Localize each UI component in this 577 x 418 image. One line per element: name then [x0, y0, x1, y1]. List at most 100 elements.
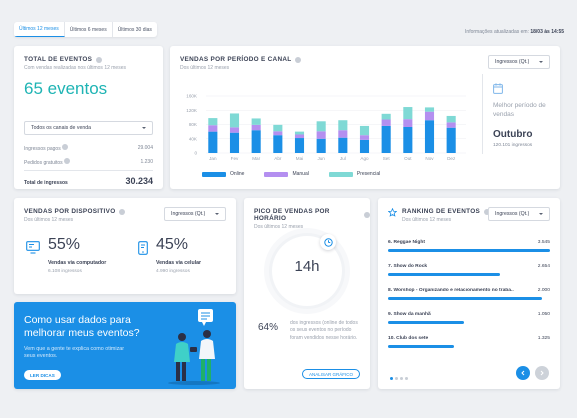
ranking-item[interactable]: 9. Show da manhã 1.050: [388, 312, 550, 324]
computer-icon: [26, 241, 40, 254]
sales-bar-chart: 0 40K 80K 120K 160K Jan Fev Mar Abr Mai Jun Jul Ago S…: [186, 94, 466, 161]
chart-bar-segment: [403, 119, 413, 127]
chart-bar-segment: [446, 115, 456, 123]
ranking-item-label: 10. Club dos sete: [388, 336, 429, 341]
chart-bar-segment: [338, 130, 348, 138]
peak-hour-value: 14h: [294, 258, 320, 275]
ranking-item[interactable]: 10. Club dos sete 1.325: [388, 336, 550, 348]
info-icon[interactable]: [484, 208, 491, 215]
x-tick-label: Fev: [231, 156, 239, 161]
chart-bar-segment: [273, 135, 283, 153]
y-tick-label: 80K: [189, 122, 198, 127]
ranking-item[interactable]: 6. Reggae Night 3.545: [388, 240, 550, 252]
analyze-chart-button[interactable]: ANALISAR GRÁFICO: [302, 369, 361, 379]
pagination-dots: [390, 377, 408, 380]
tab-12-months[interactable]: Últimos 12 meses: [14, 22, 65, 37]
ranking-item[interactable]: 7. Show do Rock 2.654: [388, 264, 550, 276]
chart-bar-segment: [424, 120, 435, 153]
read-tips-button[interactable]: LER DICAS: [24, 370, 61, 380]
ranking-item-label: 8. Worshop - Organizando e relacionament…: [388, 288, 514, 293]
divider: [482, 74, 483, 154]
info-icon[interactable]: [295, 56, 302, 63]
next-page-button[interactable]: [535, 366, 549, 380]
device-metric-select[interactable]: Ingressos (Qt.): [164, 207, 226, 221]
tab-30-days[interactable]: Últimos 30 dias: [117, 26, 152, 33]
chart-bar-segment: [316, 121, 326, 132]
info-icon[interactable]: [96, 56, 103, 63]
ranking-item-bar: [388, 249, 550, 252]
tab-6-months[interactable]: Últimos 6 meses: [65, 22, 113, 37]
info-icon[interactable]: [64, 158, 71, 164]
ranking-item-value: 2.000: [537, 288, 550, 293]
ranking-item-value: 1.325: [537, 336, 550, 341]
ranking-subtitle: Dos últimos 12 meses: [402, 217, 452, 223]
ranking-item[interactable]: 8. Worshop - Organizando e relacionament…: [388, 288, 550, 300]
ranking-item-value: 2.654: [537, 264, 550, 269]
previous-page-button[interactable]: [516, 366, 530, 380]
page-dot[interactable]: [400, 377, 403, 380]
legend-online[interactable]: Online: [202, 171, 244, 177]
mobile-phone-icon: [138, 241, 148, 255]
chart-bar-segment: [229, 113, 240, 128]
chart-bar-segment: [316, 131, 326, 139]
ranking-metric-select[interactable]: Ingressos (Qt.): [488, 207, 550, 221]
chart-bar-segment: [294, 134, 305, 139]
y-tick-label: 0: [194, 151, 197, 156]
computer-sales-label: Vendas via computador: [48, 260, 107, 266]
chart-bar-segment: [294, 138, 305, 153]
chevron-right-icon: [540, 370, 544, 376]
legend-swatch-manual: [264, 171, 289, 177]
chart-bar-segment: [229, 132, 240, 153]
chevron-left-icon: [521, 370, 525, 376]
best-period-month: Outubro: [493, 128, 533, 140]
x-tick-label: Jul: [340, 156, 346, 161]
x-tick-label: Mar: [252, 156, 260, 161]
peak-hour-card: PICO DE VENDAS POR HORÁRIO Dos últimos 1…: [244, 198, 370, 389]
total-events-title: TOTAL DE EVENTOS: [24, 56, 126, 63]
updated-prefix: Informações atualizadas em:: [465, 29, 529, 35]
calendar-icon: [493, 83, 503, 94]
tips-banner-title: Como usar dados para melhorar meus event…: [24, 314, 140, 340]
sales-period-card: VENDAS POR PERÍODO E CANAL Dos últimos 1…: [170, 46, 560, 189]
computer-sales-percent: 55%: [48, 236, 81, 253]
chart-bar-segment: [208, 125, 218, 132]
info-icon[interactable]: [119, 208, 126, 215]
chart-bar-segment: [273, 131, 283, 136]
sales-metric-select[interactable]: Ingressos (Qt.): [488, 55, 550, 69]
chart-bar-segment: [208, 131, 218, 153]
ranking-item-label: 9. Show da manhã: [388, 312, 431, 317]
star-icon: [388, 208, 397, 217]
peak-hour-percent: 64%: [258, 322, 279, 333]
info-icon[interactable]: [62, 144, 69, 150]
y-tick-label: 160K: [186, 94, 198, 99]
page-dot[interactable]: [390, 377, 393, 380]
divider: [24, 170, 153, 171]
events-ranking-card: RANKING DE EVENTOS Dos últimos 12 meses …: [378, 198, 560, 389]
total-events-count: 65 eventos: [24, 79, 108, 98]
ranking-item-value: 1.050: [537, 312, 550, 317]
chevron-down-icon: [215, 213, 219, 215]
ranking-item-value: 3.545: [537, 240, 550, 245]
chart-bar-segment: [359, 135, 370, 140]
x-tick-label: Out: [404, 156, 412, 161]
peak-hour-title: PICO DE VENDAS POR HORÁRIO: [254, 208, 370, 222]
info-icon[interactable]: [364, 212, 370, 218]
legend-presencial[interactable]: Presencial: [328, 171, 380, 177]
legend-manual[interactable]: Manual: [264, 171, 309, 177]
page-dot[interactable]: [395, 377, 398, 380]
chart-bar-segment: [251, 124, 261, 131]
chart-bar-segment: [381, 113, 391, 120]
chart-bar-segment: [381, 119, 391, 126]
chart-bar-segment: [338, 120, 348, 131]
ranking-item-bar: [388, 273, 500, 276]
page-dot[interactable]: [405, 377, 408, 380]
channel-select[interactable]: Todos os canais de venda: [24, 121, 153, 135]
device-sales-title: VENDAS POR DISPOSITIVO: [24, 208, 126, 215]
total-tickets-label: Total de ingressos: [24, 180, 68, 186]
x-tick-label: Dez: [447, 156, 456, 161]
chart-bar-segment: [273, 124, 283, 132]
peak-hour-subtitle: Dos últimos 12 meses: [254, 224, 304, 230]
ranking-item-label: 6. Reggae Night: [388, 240, 425, 245]
chart-bar-segment: [424, 107, 435, 112]
best-period-label: Melhor período de vendas: [493, 102, 546, 118]
